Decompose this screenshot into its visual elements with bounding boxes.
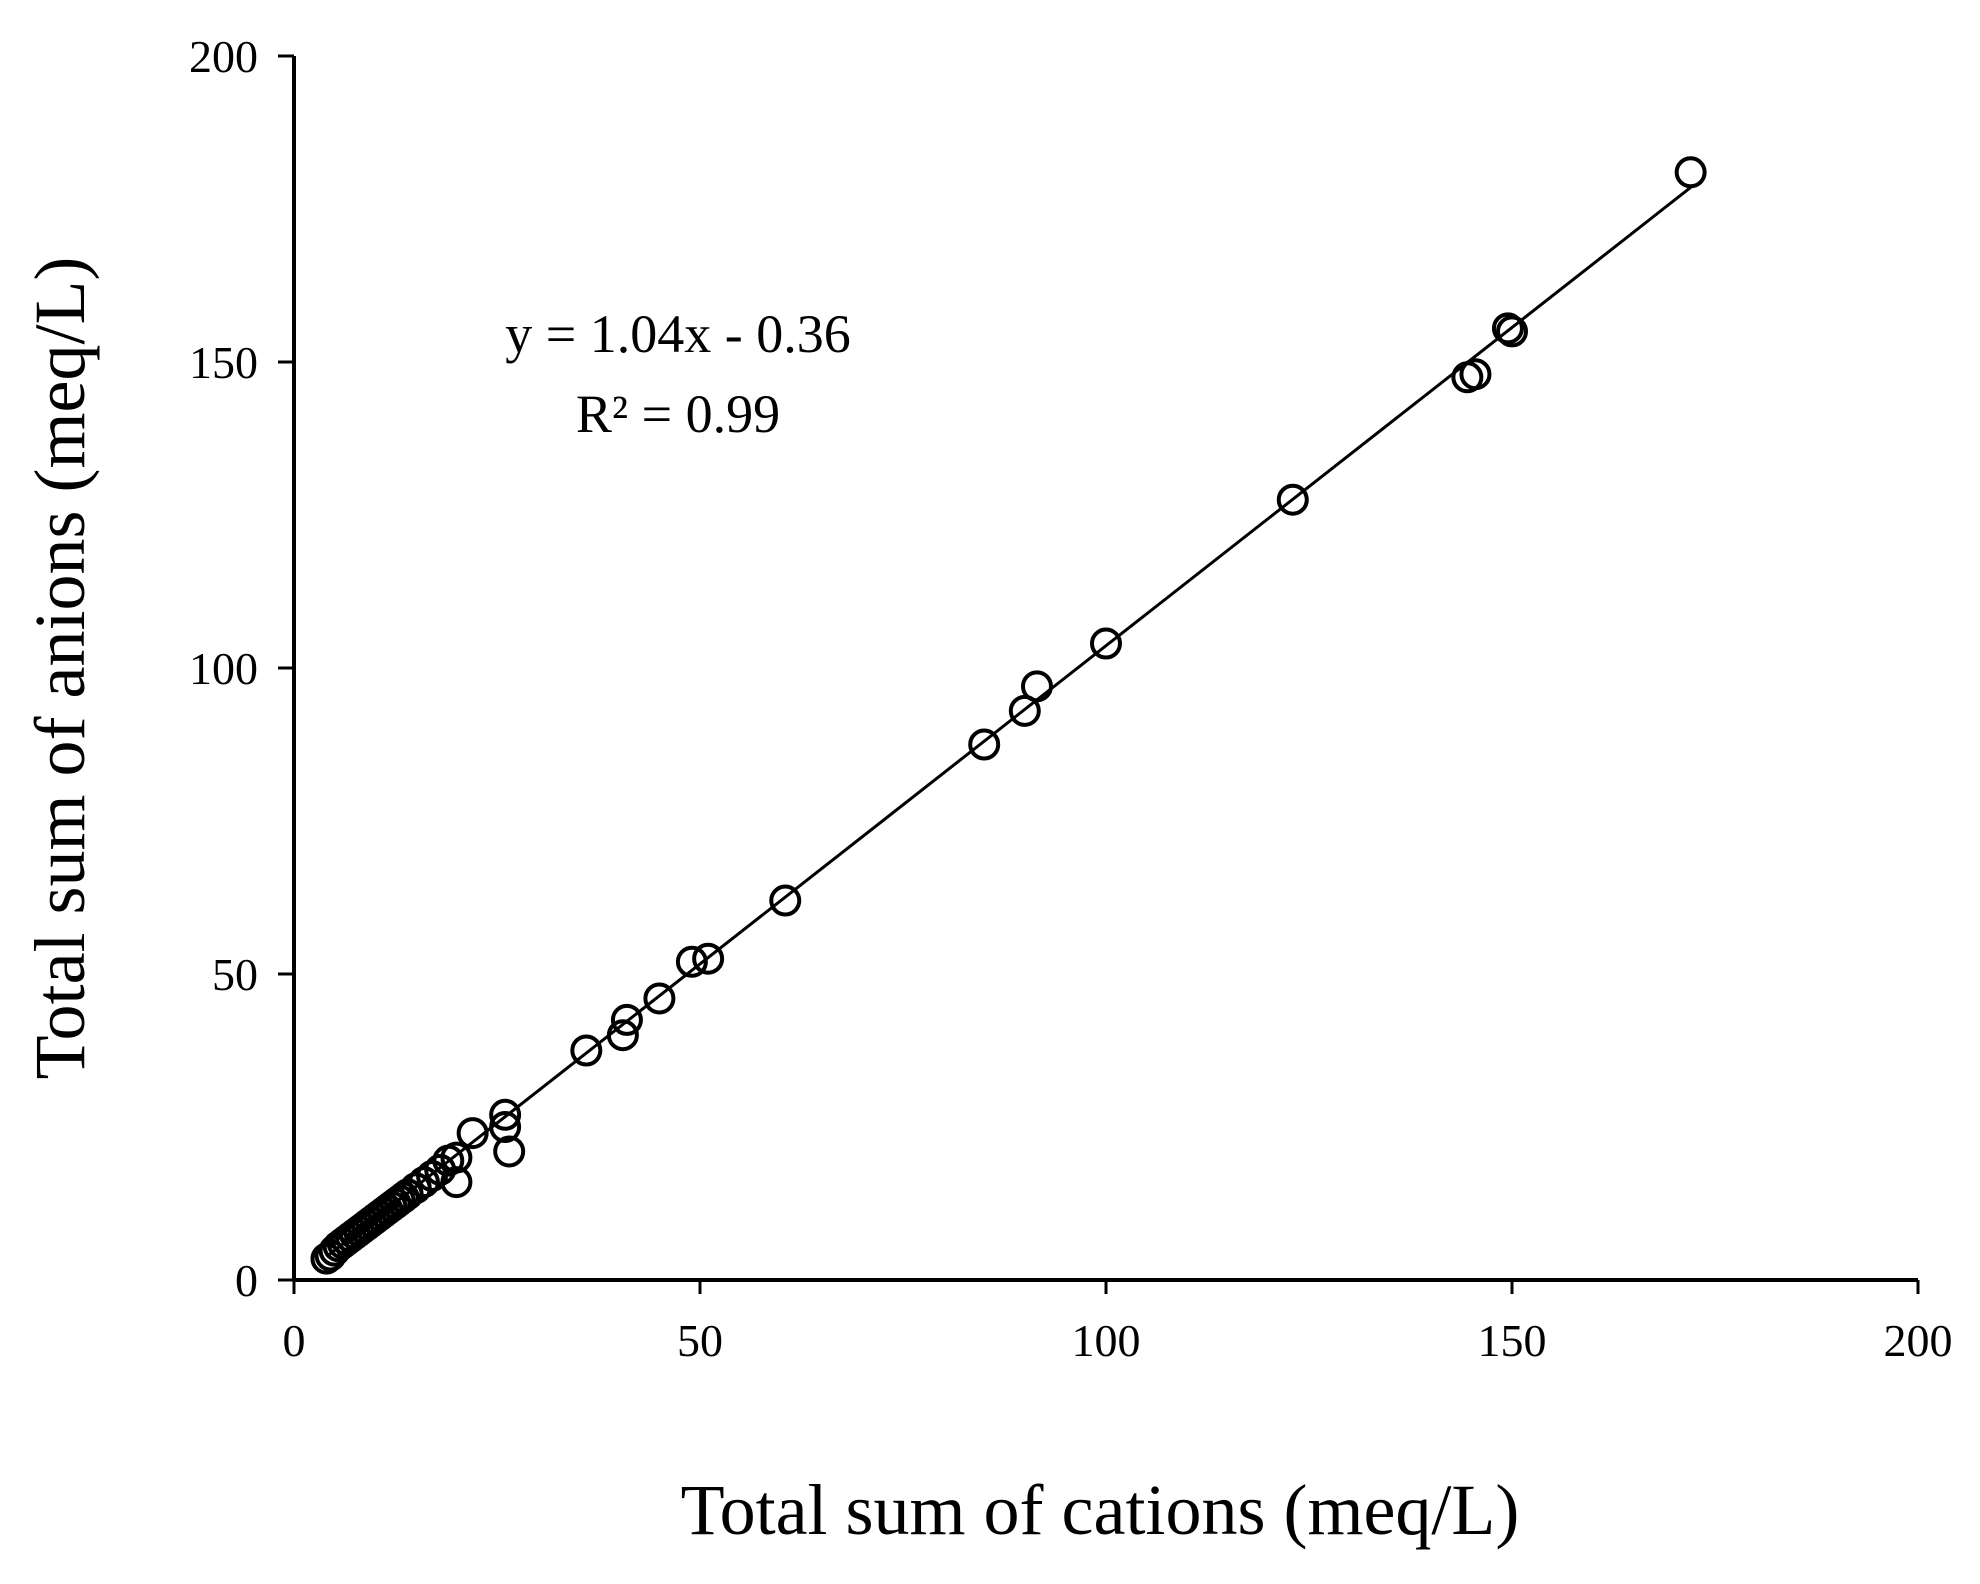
y-tick-label: 50 [212, 949, 258, 1000]
data-point [570, 1034, 603, 1067]
x-axis-ticks: 0 50 100 150 200 [283, 1280, 1953, 1366]
data-point [643, 982, 676, 1015]
x-tick-label: 50 [677, 1315, 723, 1366]
y-axis-ticks: 0 50 100 150 200 [189, 31, 294, 1306]
data-point [606, 1019, 639, 1052]
data-point [1090, 627, 1122, 660]
y-tick-label: 150 [189, 337, 258, 388]
data-point [1020, 670, 1053, 703]
data-point [440, 1166, 473, 1199]
data-point [489, 1111, 522, 1143]
data-point [440, 1141, 473, 1174]
x-tick-label: 200 [1884, 1315, 1953, 1366]
data-point [1491, 312, 1524, 345]
trendline-r2: R² = 0.99 [576, 384, 780, 444]
x-tick-label: 150 [1478, 1315, 1547, 1366]
y-tick-label: 100 [189, 643, 258, 694]
y-axis-title: Total sum of anions (meq/L) [20, 257, 100, 1080]
trendline-equation: y = 1.04x - 0.36 [505, 304, 850, 364]
x-tick-label: 0 [283, 1315, 306, 1366]
data-point [456, 1117, 489, 1150]
y-tick-label: 200 [189, 31, 258, 82]
data-point [610, 1003, 643, 1036]
data-point [968, 728, 1001, 761]
data-point [675, 945, 708, 978]
data-point [692, 942, 725, 975]
data-point [1459, 358, 1492, 391]
data-point [1674, 156, 1707, 189]
x-tick-label: 100 [1072, 1315, 1141, 1366]
data-point [1008, 694, 1041, 727]
data-points [310, 156, 1707, 1275]
x-axis-title: Total sum of cations (meq/L) [681, 1470, 1520, 1550]
y-tick-label: 0 [235, 1255, 258, 1306]
data-point [1276, 483, 1309, 516]
data-point [489, 1098, 522, 1131]
data-point [493, 1135, 526, 1168]
data-point [769, 884, 802, 917]
axes [292, 56, 1918, 1282]
data-point [1496, 315, 1528, 348]
